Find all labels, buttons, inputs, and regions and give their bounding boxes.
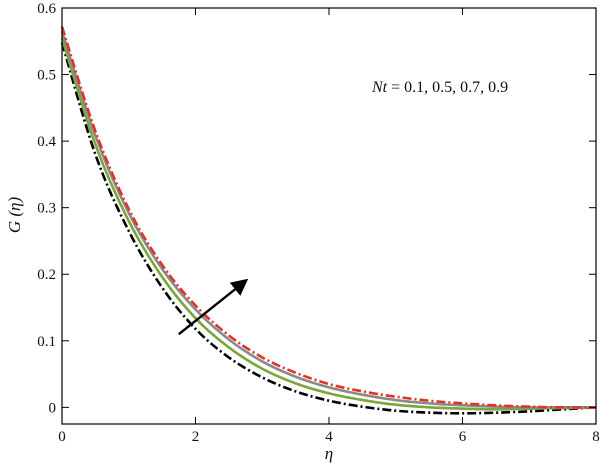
x-tick-label: 2 <box>192 429 200 445</box>
annotation-var: Nt <box>371 79 388 96</box>
annotation-values: = 0.1, 0.5, 0.7, 0.9 <box>387 79 508 96</box>
y-tick-label: 0 <box>49 400 57 416</box>
x-tick-label: 6 <box>459 429 467 445</box>
plot-frame <box>61 7 597 425</box>
series-line-1 <box>60 42 597 415</box>
series-line-3 <box>60 30 596 409</box>
series-line-4 <box>60 26 597 409</box>
y-tick-label: 0.2 <box>37 267 56 283</box>
y-tick-label: 0.6 <box>37 1 56 17</box>
series-line-2 <box>60 37 597 411</box>
y-tick-label: 0.5 <box>37 68 56 84</box>
y-tick-label: 0.4 <box>37 134 56 150</box>
ticks-layer: 0 2 4 6 8 0 0.1 0.2 0.3 0.4 0.5 0.6 <box>37 1 600 445</box>
annotation-nt: Nt = 0.1, 0.5, 0.7, 0.9 <box>371 79 508 96</box>
series-layer <box>60 26 597 415</box>
x-tick-label: 4 <box>325 429 333 445</box>
y-tick-label: 0.3 <box>37 201 56 217</box>
y-tick-label: 0.1 <box>37 334 56 350</box>
x-axis-title: η <box>325 444 333 463</box>
trend-arrow <box>178 278 249 336</box>
y-axis-title: G (η) <box>5 197 24 234</box>
x-tick-label: 0 <box>58 429 66 445</box>
x-tick-label: 8 <box>592 429 600 445</box>
